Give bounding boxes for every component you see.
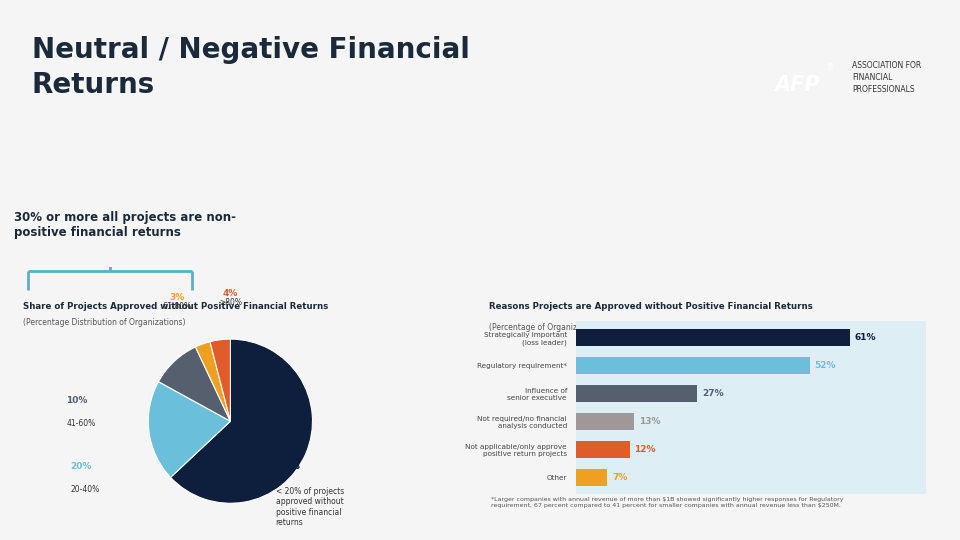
Text: < 20% of projects
approved without
positive financial
returns: < 20% of projects approved without posit… — [276, 487, 344, 527]
Bar — [576, 329, 850, 346]
Text: *Larger companies with annual revenue of more than $1B showed significantly high: *Larger companies with annual revenue of… — [492, 497, 844, 508]
Text: Share of Projects Approved without Positive Financial Returns: Share of Projects Approved without Posit… — [23, 301, 328, 310]
Text: 30% or more all projects are non-
positive financial returns: 30% or more all projects are non- positi… — [14, 211, 236, 239]
Bar — [576, 413, 635, 430]
Text: 61%: 61% — [854, 333, 876, 342]
Wedge shape — [158, 347, 230, 421]
Text: 7%: 7% — [612, 474, 627, 482]
Wedge shape — [210, 339, 230, 421]
Text: 61-80%: 61-80% — [162, 302, 192, 311]
Text: 10%: 10% — [66, 396, 87, 405]
Bar — [576, 441, 630, 458]
Text: 3%: 3% — [169, 293, 184, 302]
Text: 52%: 52% — [814, 361, 835, 370]
Text: ®: ® — [826, 63, 834, 72]
Text: >80%: >80% — [219, 298, 242, 307]
Text: (Percentage Distribution of Organizations): (Percentage Distribution of Organization… — [23, 318, 186, 327]
Text: 13%: 13% — [639, 417, 660, 426]
Bar — [576, 357, 809, 374]
Text: Neutral / Negative Financial
Returns: Neutral / Negative Financial Returns — [32, 36, 469, 99]
Text: 4%: 4% — [223, 289, 238, 298]
Bar — [576, 385, 697, 402]
Text: 41-60%: 41-60% — [66, 419, 95, 428]
Text: (Percentage of Organizations): (Percentage of Organizations) — [490, 323, 604, 332]
Text: Reasons Projects are Approved without Positive Financial Returns: Reasons Projects are Approved without Po… — [490, 301, 813, 310]
Text: AFP: AFP — [775, 75, 820, 96]
Wedge shape — [149, 382, 230, 477]
Text: 20%: 20% — [70, 462, 92, 471]
Text: 27%: 27% — [702, 389, 724, 398]
Text: 20-40%: 20-40% — [70, 485, 100, 494]
Text: 63%: 63% — [276, 461, 300, 471]
Text: 12%: 12% — [635, 446, 656, 454]
Text: ASSOCIATION FOR
FINANCIAL
PROFESSIONALS: ASSOCIATION FOR FINANCIAL PROFESSIONALS — [852, 61, 922, 94]
Wedge shape — [171, 339, 312, 503]
Bar — [576, 469, 608, 486]
Wedge shape — [196, 342, 230, 421]
